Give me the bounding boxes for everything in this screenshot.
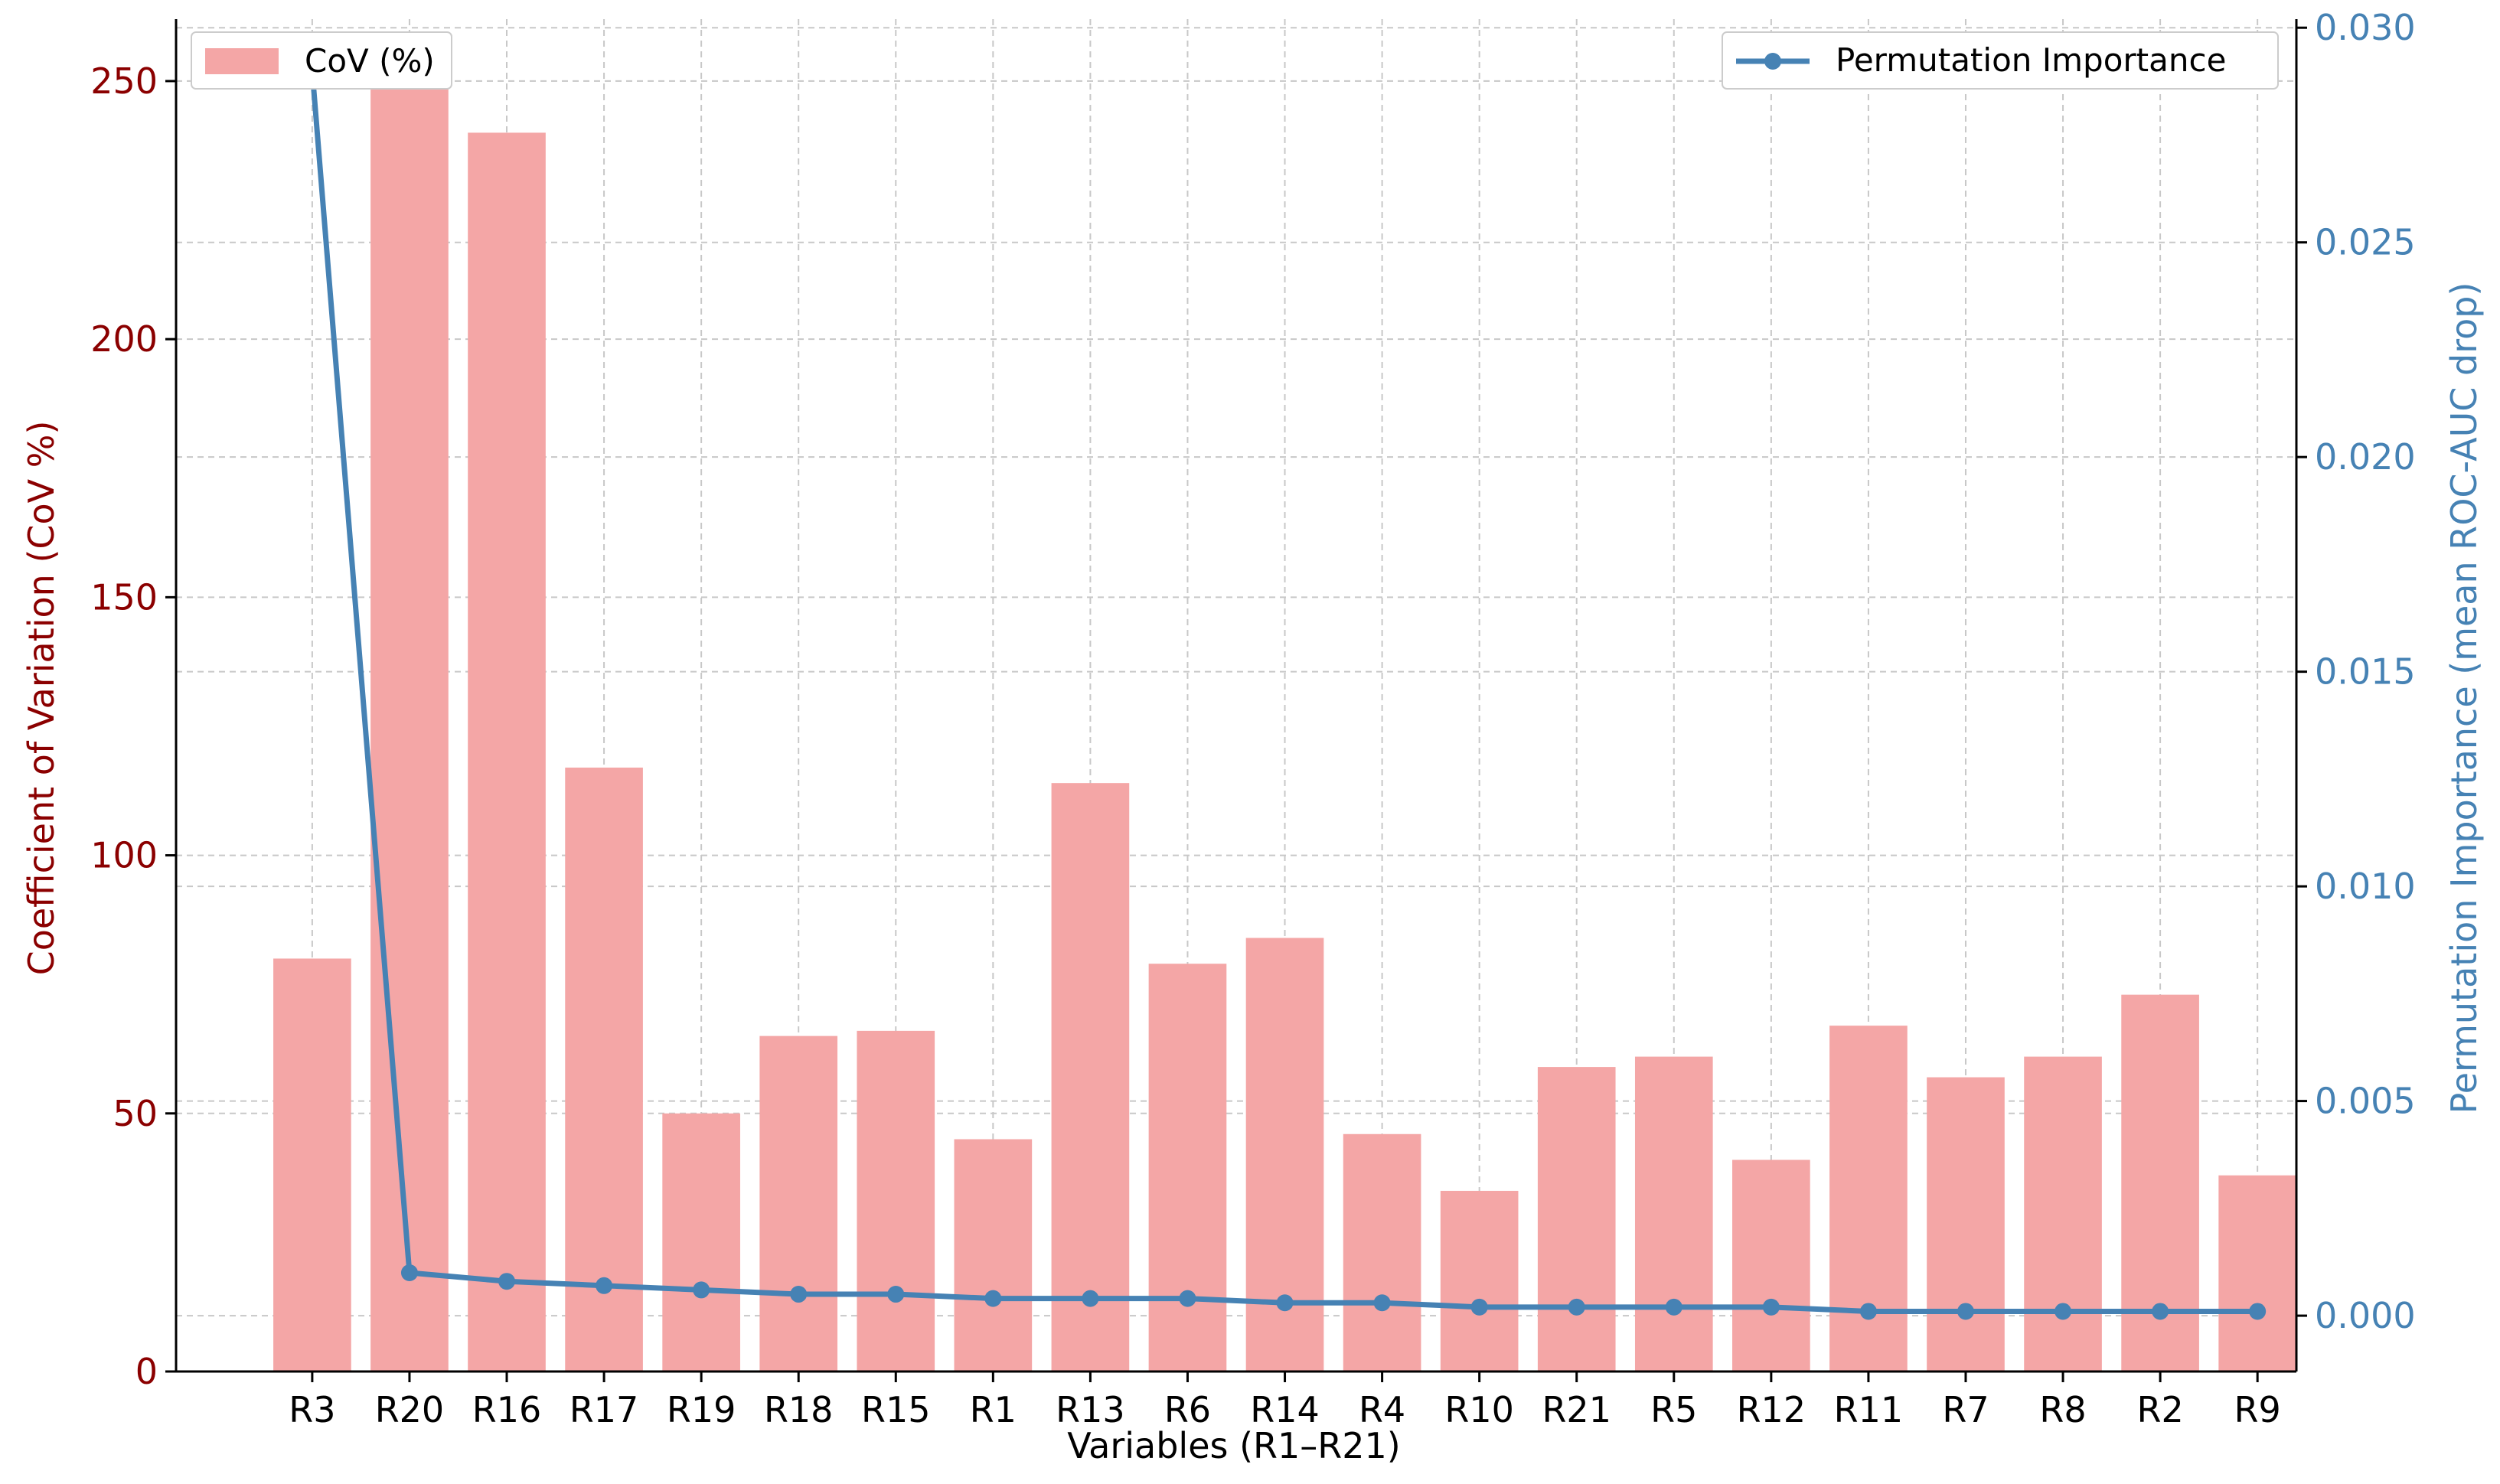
bar-r5 [1634,1056,1713,1371]
left-tick-label: 50 [113,1093,158,1134]
legend-permutation-box [1722,31,2279,90]
point-r4 [1373,1294,1391,1312]
point-r2 [2152,1303,2169,1320]
x-tick-label: R14 [1250,1389,1320,1430]
legend-permutation-marker [1764,53,1781,70]
bar-r15 [857,1030,935,1371]
point-r19 [693,1281,710,1299]
legend-cov-swatch [205,48,279,74]
bar-r8 [2024,1056,2102,1371]
x-tick-label: R5 [1650,1389,1697,1430]
x-tick-label: R3 [289,1389,335,1430]
point-r14 [1276,1294,1294,1312]
legend-cov-label: CoV (%) [305,42,435,80]
bar-r19 [662,1113,740,1371]
bar-r13 [1051,783,1130,1371]
legend-permutation-label: Permutation Importance [1836,41,2226,79]
x-tick-label: R9 [2234,1389,2281,1430]
right-tick-label: 0.000 [2315,1295,2416,1336]
point-r8 [2055,1303,2072,1320]
right-tick-label: 0.015 [2315,651,2416,693]
legend-cov-box [191,31,452,90]
bar-r3 [273,958,351,1371]
bar-r7 [1927,1077,2005,1371]
left-y-axis-label: Coefficient of Variation (CoV %) [21,421,62,976]
x-tick-label: R20 [375,1389,445,1430]
x-tick-label: R8 [2039,1389,2086,1430]
point-r16 [498,1273,516,1290]
x-tick-label: R2 [2136,1389,2183,1430]
left-tick-label: 250 [90,60,158,102]
point-r11 [1859,1303,1877,1320]
right-y-axis-label: Permutation Importance (mean ROC-AUC dro… [2443,282,2485,1114]
x-tick-label: R13 [1056,1389,1125,1430]
x-tick-label: R4 [1359,1389,1405,1430]
bar-r1 [954,1139,1033,1371]
point-r12 [1762,1298,1780,1316]
bar-r18 [759,1036,838,1371]
x-tick-label: R19 [667,1389,736,1430]
point-r5 [1665,1298,1682,1316]
point-r9 [2249,1303,2267,1320]
bar-series [273,76,2296,1372]
legend-cov: CoV (%) [191,31,452,90]
x-tick-label: R1 [970,1389,1017,1430]
bar-r6 [1148,964,1227,1371]
left-tick-label: 100 [90,835,158,876]
x-tick-label: R18 [764,1389,834,1430]
point-r7 [1957,1303,1974,1320]
right-tick-label: 0.010 [2315,866,2416,907]
point-r15 [887,1286,905,1303]
point-r21 [1568,1298,1585,1316]
point-r10 [1470,1298,1488,1316]
bar-r21 [1537,1067,1616,1371]
right-tick-label: 0.020 [2315,436,2416,478]
right-tick-label: 0.030 [2315,7,2416,48]
left-tick-label: 150 [90,576,158,618]
axes [165,19,2307,1382]
bar-r9 [2218,1175,2296,1371]
bar-r12 [1732,1159,1810,1371]
x-tick-label: R6 [1164,1389,1211,1430]
x-axis-label: Variables (R1–R21) [1067,1425,1400,1466]
legend-permutation: Permutation Importance [1722,31,2279,90]
bar-r20 [370,76,449,1372]
point-r18 [790,1286,808,1303]
x-tick-label: R16 [472,1389,542,1430]
x-tick-label: R21 [1542,1389,1611,1430]
point-r13 [1082,1290,1099,1307]
x-tick-label: R11 [1834,1389,1904,1430]
point-r20 [400,1264,418,1281]
line-series [303,62,2267,1320]
right-tick-label: 0.005 [2315,1081,2416,1122]
point-r6 [1179,1290,1196,1307]
bar-r10 [1440,1190,1519,1371]
x-tick-label: R7 [1942,1389,1989,1430]
tick-labels: 0 50 100 150 200 250 0.000 0.005 0.010 0.015 0.020… [90,7,2416,1430]
bar-r4 [1343,1133,1421,1371]
right-tick-label: 0.025 [2315,222,2416,263]
point-r17 [596,1277,613,1294]
x-tick-label: R15 [861,1389,931,1430]
bar-r16 [468,132,546,1372]
bar-r17 [565,767,643,1371]
x-tick-label: R10 [1444,1389,1514,1430]
x-tick-label: R12 [1737,1389,1806,1430]
x-tick-label: R17 [570,1389,639,1430]
left-tick-label: 200 [90,318,158,360]
left-tick-label: 0 [135,1351,158,1392]
point-r1 [984,1290,1002,1307]
